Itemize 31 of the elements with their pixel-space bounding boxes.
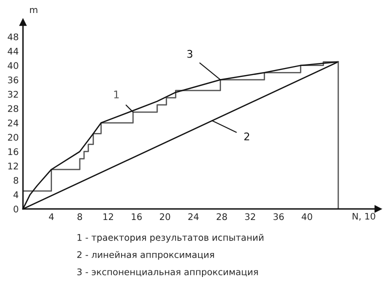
text: 3 - экспоненциальная аппроксимация bbox=[77, 268, 258, 278]
y-tick-label: 44 bbox=[8, 48, 18, 55]
y-tick-label: 16 bbox=[8, 148, 18, 156]
y-tick-label: 36 bbox=[8, 76, 18, 84]
x-tick-label: 24 bbox=[188, 213, 199, 220]
y-tick-label: 32 bbox=[8, 90, 18, 98]
y-tick-label: 48 bbox=[8, 33, 18, 40]
x-tick-label: 4 bbox=[48, 213, 54, 220]
x-tick-label: 8 bbox=[78, 213, 82, 220]
y-tick-label: 24 bbox=[8, 120, 18, 126]
text: 2 bbox=[244, 132, 250, 140]
x-tick-label: 16 bbox=[132, 213, 142, 220]
y-tick-label: 4 bbox=[14, 191, 18, 198]
y-tick-label: 20 bbox=[8, 134, 18, 141]
text: 1 - траектория результатов испытаний bbox=[78, 234, 264, 243]
x-tick-label: 12 bbox=[103, 213, 114, 220]
y-tick-label: 40 bbox=[8, 62, 18, 69]
y-tick-label: 12 bbox=[8, 162, 18, 170]
text: 2 - линейная аппроксимация bbox=[77, 251, 214, 260]
y-tick-label: 0 bbox=[14, 206, 18, 212]
y-tick-label: 28 bbox=[8, 105, 18, 112]
x-tick-label: 28 bbox=[216, 213, 227, 220]
x-tick-label: 40 bbox=[302, 213, 312, 220]
x-tick-label: 36 bbox=[274, 213, 284, 220]
x-tick-label: 32 bbox=[245, 213, 256, 220]
y-axis-title: m bbox=[30, 8, 38, 14]
text: 3 bbox=[187, 50, 192, 58]
y-tick-label: 8 bbox=[14, 176, 18, 184]
x-tick-label: 20 bbox=[160, 213, 170, 220]
series-label: 1 bbox=[114, 90, 119, 98]
x-axis-title: N, 10 bbox=[352, 212, 376, 221]
